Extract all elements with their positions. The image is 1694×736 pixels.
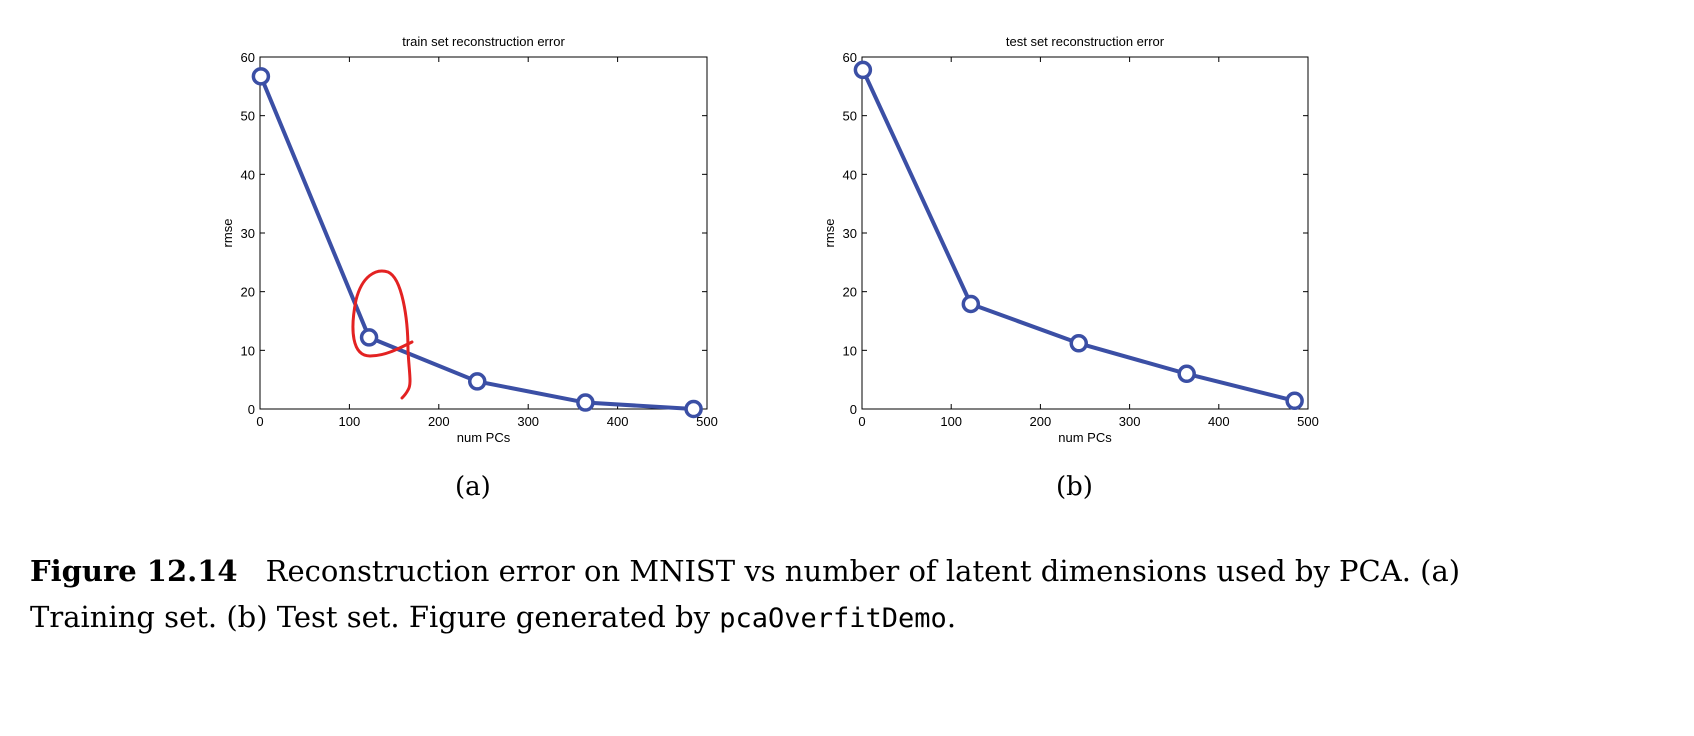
caption-label: Figure 12.14 (30, 554, 238, 588)
caption-text: Reconstruction error on MNIST vs number … (30, 554, 1461, 634)
x-tick-label: 100 (940, 414, 962, 429)
x-tick-label: 300 (517, 414, 539, 429)
plot-frame (861, 56, 1309, 410)
data-point (1285, 391, 1304, 411)
figure-caption: Figure 12.14 Reconstruction error on MNIS… (30, 548, 1550, 642)
y-tick-label: 30 (843, 226, 857, 241)
caption-end: . (946, 600, 957, 634)
chart-title: test set reconstruction error (1006, 34, 1165, 49)
y-tick-label: 20 (843, 285, 857, 300)
chart-train: 0 100 200 300 400 500 0 10 20 30 40 50 60 train set r… (220, 34, 718, 445)
y-tick-label: 40 (241, 167, 255, 182)
x-tick-label: 300 (1119, 414, 1141, 429)
y-tick-label: 10 (843, 343, 857, 358)
y-tick-label: 20 (241, 285, 255, 300)
y-tick-label: 30 (241, 226, 255, 241)
data-point (467, 372, 487, 391)
series-line (259, 75, 694, 411)
data-point (251, 67, 271, 86)
y-tick-label: 60 (241, 50, 255, 65)
data-point (576, 393, 595, 412)
x-tick-label: 500 (1297, 414, 1319, 429)
x-axis-label: num PCs (457, 430, 511, 445)
x-tick-label: 200 (428, 414, 450, 429)
y-tick-label: 60 (843, 50, 857, 65)
data-point (961, 294, 981, 314)
x-tick-label: 0 (256, 414, 263, 429)
y-tick-label: 50 (241, 109, 255, 124)
sub-caption-b: (b) (1056, 472, 1093, 502)
y-tick-label: 0 (248, 402, 255, 417)
data-point (1177, 364, 1196, 384)
data-point (359, 328, 379, 347)
x-tick-label: 0 (858, 414, 865, 429)
x-tick-label: 500 (696, 414, 718, 429)
x-tick-label: 100 (339, 414, 361, 429)
chart-title: train set reconstruction error (402, 34, 565, 49)
red-annotation-loop (351, 269, 414, 400)
chart-test: 0 100 200 300 400 500 0 10 20 30 40 50 60 test set re… (822, 34, 1319, 445)
y-tick-label: 40 (843, 167, 857, 182)
y-tick-label: 50 (843, 109, 857, 124)
x-tick-label: 400 (1208, 414, 1230, 429)
x-tick-label: 200 (1030, 414, 1052, 429)
y-tick-label: 10 (241, 343, 255, 358)
data-point (684, 399, 703, 419)
sub-caption-a: (a) (455, 472, 491, 502)
caption-code: pcaOverfitDemo (719, 603, 947, 634)
y-axis-label: rmse (220, 219, 235, 248)
y-axis-label: rmse (822, 219, 837, 248)
x-axis-label: num PCs (1058, 430, 1112, 445)
y-tick-label: 0 (850, 402, 857, 417)
data-point (853, 60, 873, 80)
data-point (1069, 334, 1089, 353)
x-tick-label: 400 (607, 414, 629, 429)
